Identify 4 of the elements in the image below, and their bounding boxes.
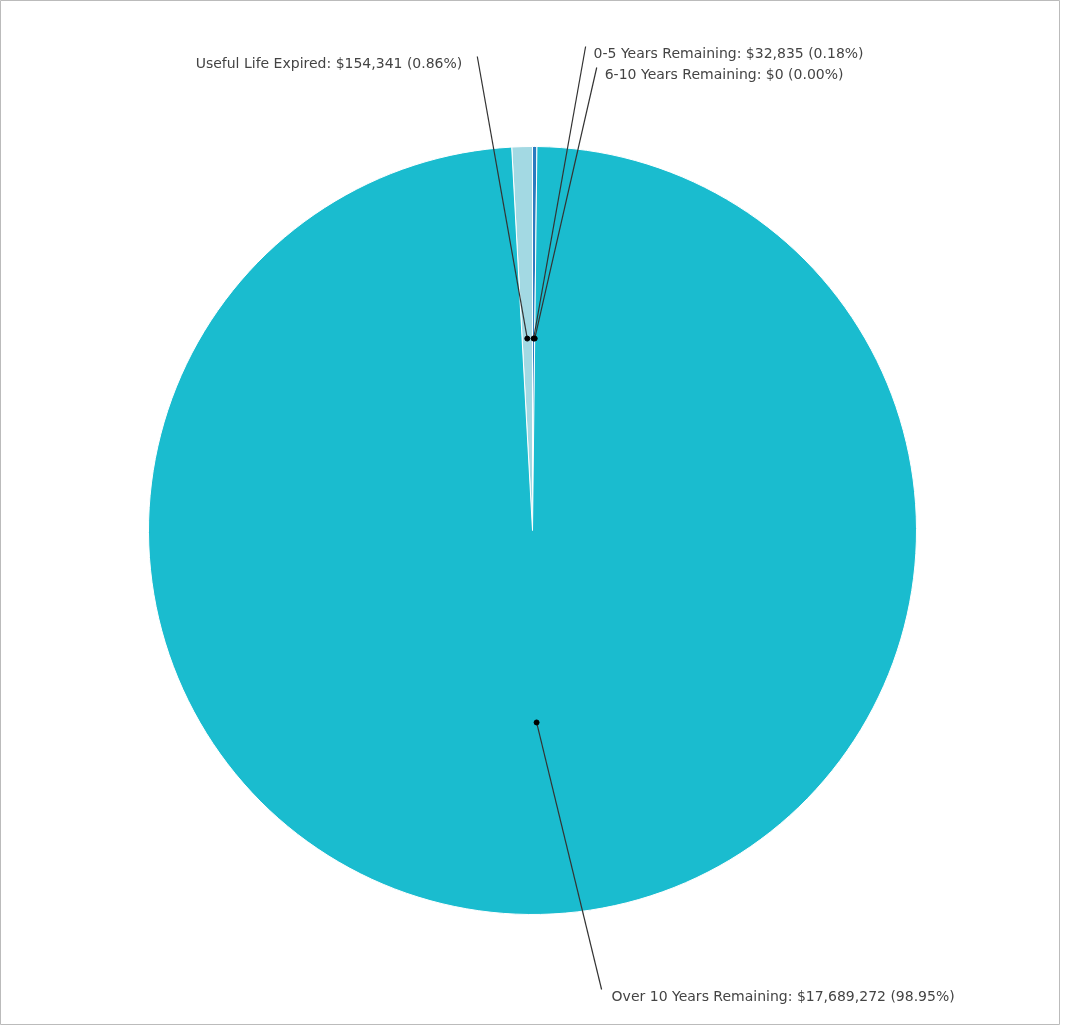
- category-label: 6-10 Years Remaining: $0 (0.00%): [604, 65, 844, 82]
- slice-label: Useful Life Expired: $154,341 (0.86%): [195, 54, 463, 71]
- slice-label: 0-5 Years Remaining: $32,835 (0.18%): [593, 44, 864, 61]
- slice-label: Over 10 Years Remaining: $17,689,272 (98.95%): [611, 987, 955, 1004]
